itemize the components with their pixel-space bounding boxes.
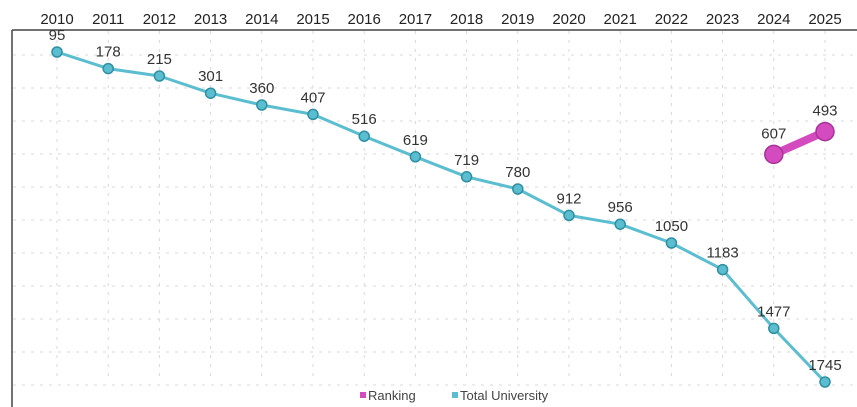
total-university-point xyxy=(512,183,524,195)
total-university-point xyxy=(153,70,166,82)
x-tick-label: 2011 xyxy=(92,11,124,28)
total-university-point xyxy=(716,263,729,276)
ranking-data-label: 493 xyxy=(812,103,837,120)
total-university-point xyxy=(460,171,473,183)
total-university-data-label: 301 xyxy=(198,68,223,85)
x-tick-label: 2021 xyxy=(604,11,637,28)
total-university-data-label: 1183 xyxy=(706,245,738,262)
legend: Ranking Total University xyxy=(360,388,549,403)
total-university-point xyxy=(409,151,422,163)
total-university-data-label: 719 xyxy=(454,152,479,169)
x-tick-label: 2014 xyxy=(245,11,278,28)
total-university-data-label: 912 xyxy=(556,190,581,207)
grid-lines xyxy=(13,31,857,386)
total-university-data-label: 516 xyxy=(352,111,377,128)
x-tick-label: 2022 xyxy=(655,11,688,28)
total-university-point xyxy=(204,87,217,99)
total-university-point xyxy=(307,108,319,121)
x-tick-label: 2013 xyxy=(194,11,227,28)
total-university-point xyxy=(358,130,370,142)
x-tick-label: 2012 xyxy=(143,11,176,28)
total-university-point xyxy=(665,237,678,249)
total-university-data-label: 1477 xyxy=(757,303,790,320)
total-university-point xyxy=(819,376,831,388)
total-university-point xyxy=(614,218,626,230)
total-university-point xyxy=(256,99,268,111)
ranking-data-label: 607 xyxy=(761,125,786,142)
total-university-data-label: 619 xyxy=(403,132,428,149)
total-university-point xyxy=(102,62,114,75)
total-university-data-label: 1745 xyxy=(808,357,841,374)
total-university-data-label: 407 xyxy=(300,89,325,106)
total-university-point xyxy=(563,209,575,222)
x-tick-label: 2019 xyxy=(501,11,534,28)
total-university-data-label: 956 xyxy=(608,199,633,216)
x-tick-label: 2024 xyxy=(757,11,790,28)
x-tick-label: 2015 xyxy=(296,11,329,28)
total-university-data-label: 178 xyxy=(96,44,121,61)
total-university-data-label: 360 xyxy=(249,80,274,97)
series-layer: 95 178 215 301 360 407 516 619 719 780 912 956 1050 1… xyxy=(49,27,842,388)
legend-swatch xyxy=(452,392,458,398)
legend-entry: Ranking xyxy=(368,388,416,403)
x-tick-label: 2016 xyxy=(348,11,381,28)
ranking-point xyxy=(815,121,835,142)
legend-entry: Total University xyxy=(460,388,549,403)
total-university-line xyxy=(56,50,827,384)
x-tick-label: 2020 xyxy=(552,11,585,28)
ranking-point xyxy=(764,144,784,165)
total-university-point xyxy=(51,46,63,58)
x-tick-label: 2018 xyxy=(450,11,483,28)
x-tick-label: 2023 xyxy=(706,11,739,28)
total-university-data-label: 1050 xyxy=(655,218,688,235)
total-university-point xyxy=(768,322,780,335)
total-university-data-label: 780 xyxy=(505,164,530,181)
total-university-data-label: 215 xyxy=(147,51,172,68)
x-tick-label: 2010 xyxy=(40,11,73,28)
legend-swatch xyxy=(360,392,366,398)
x-axis-tick-labels: 2010 2011 2012 2013 2014 2015 2016 2017 2018 2019… xyxy=(40,11,841,28)
x-tick-label: 2025 xyxy=(808,11,841,28)
total-university-data-label: 95 xyxy=(49,27,66,44)
x-tick-label: 2017 xyxy=(399,11,432,28)
